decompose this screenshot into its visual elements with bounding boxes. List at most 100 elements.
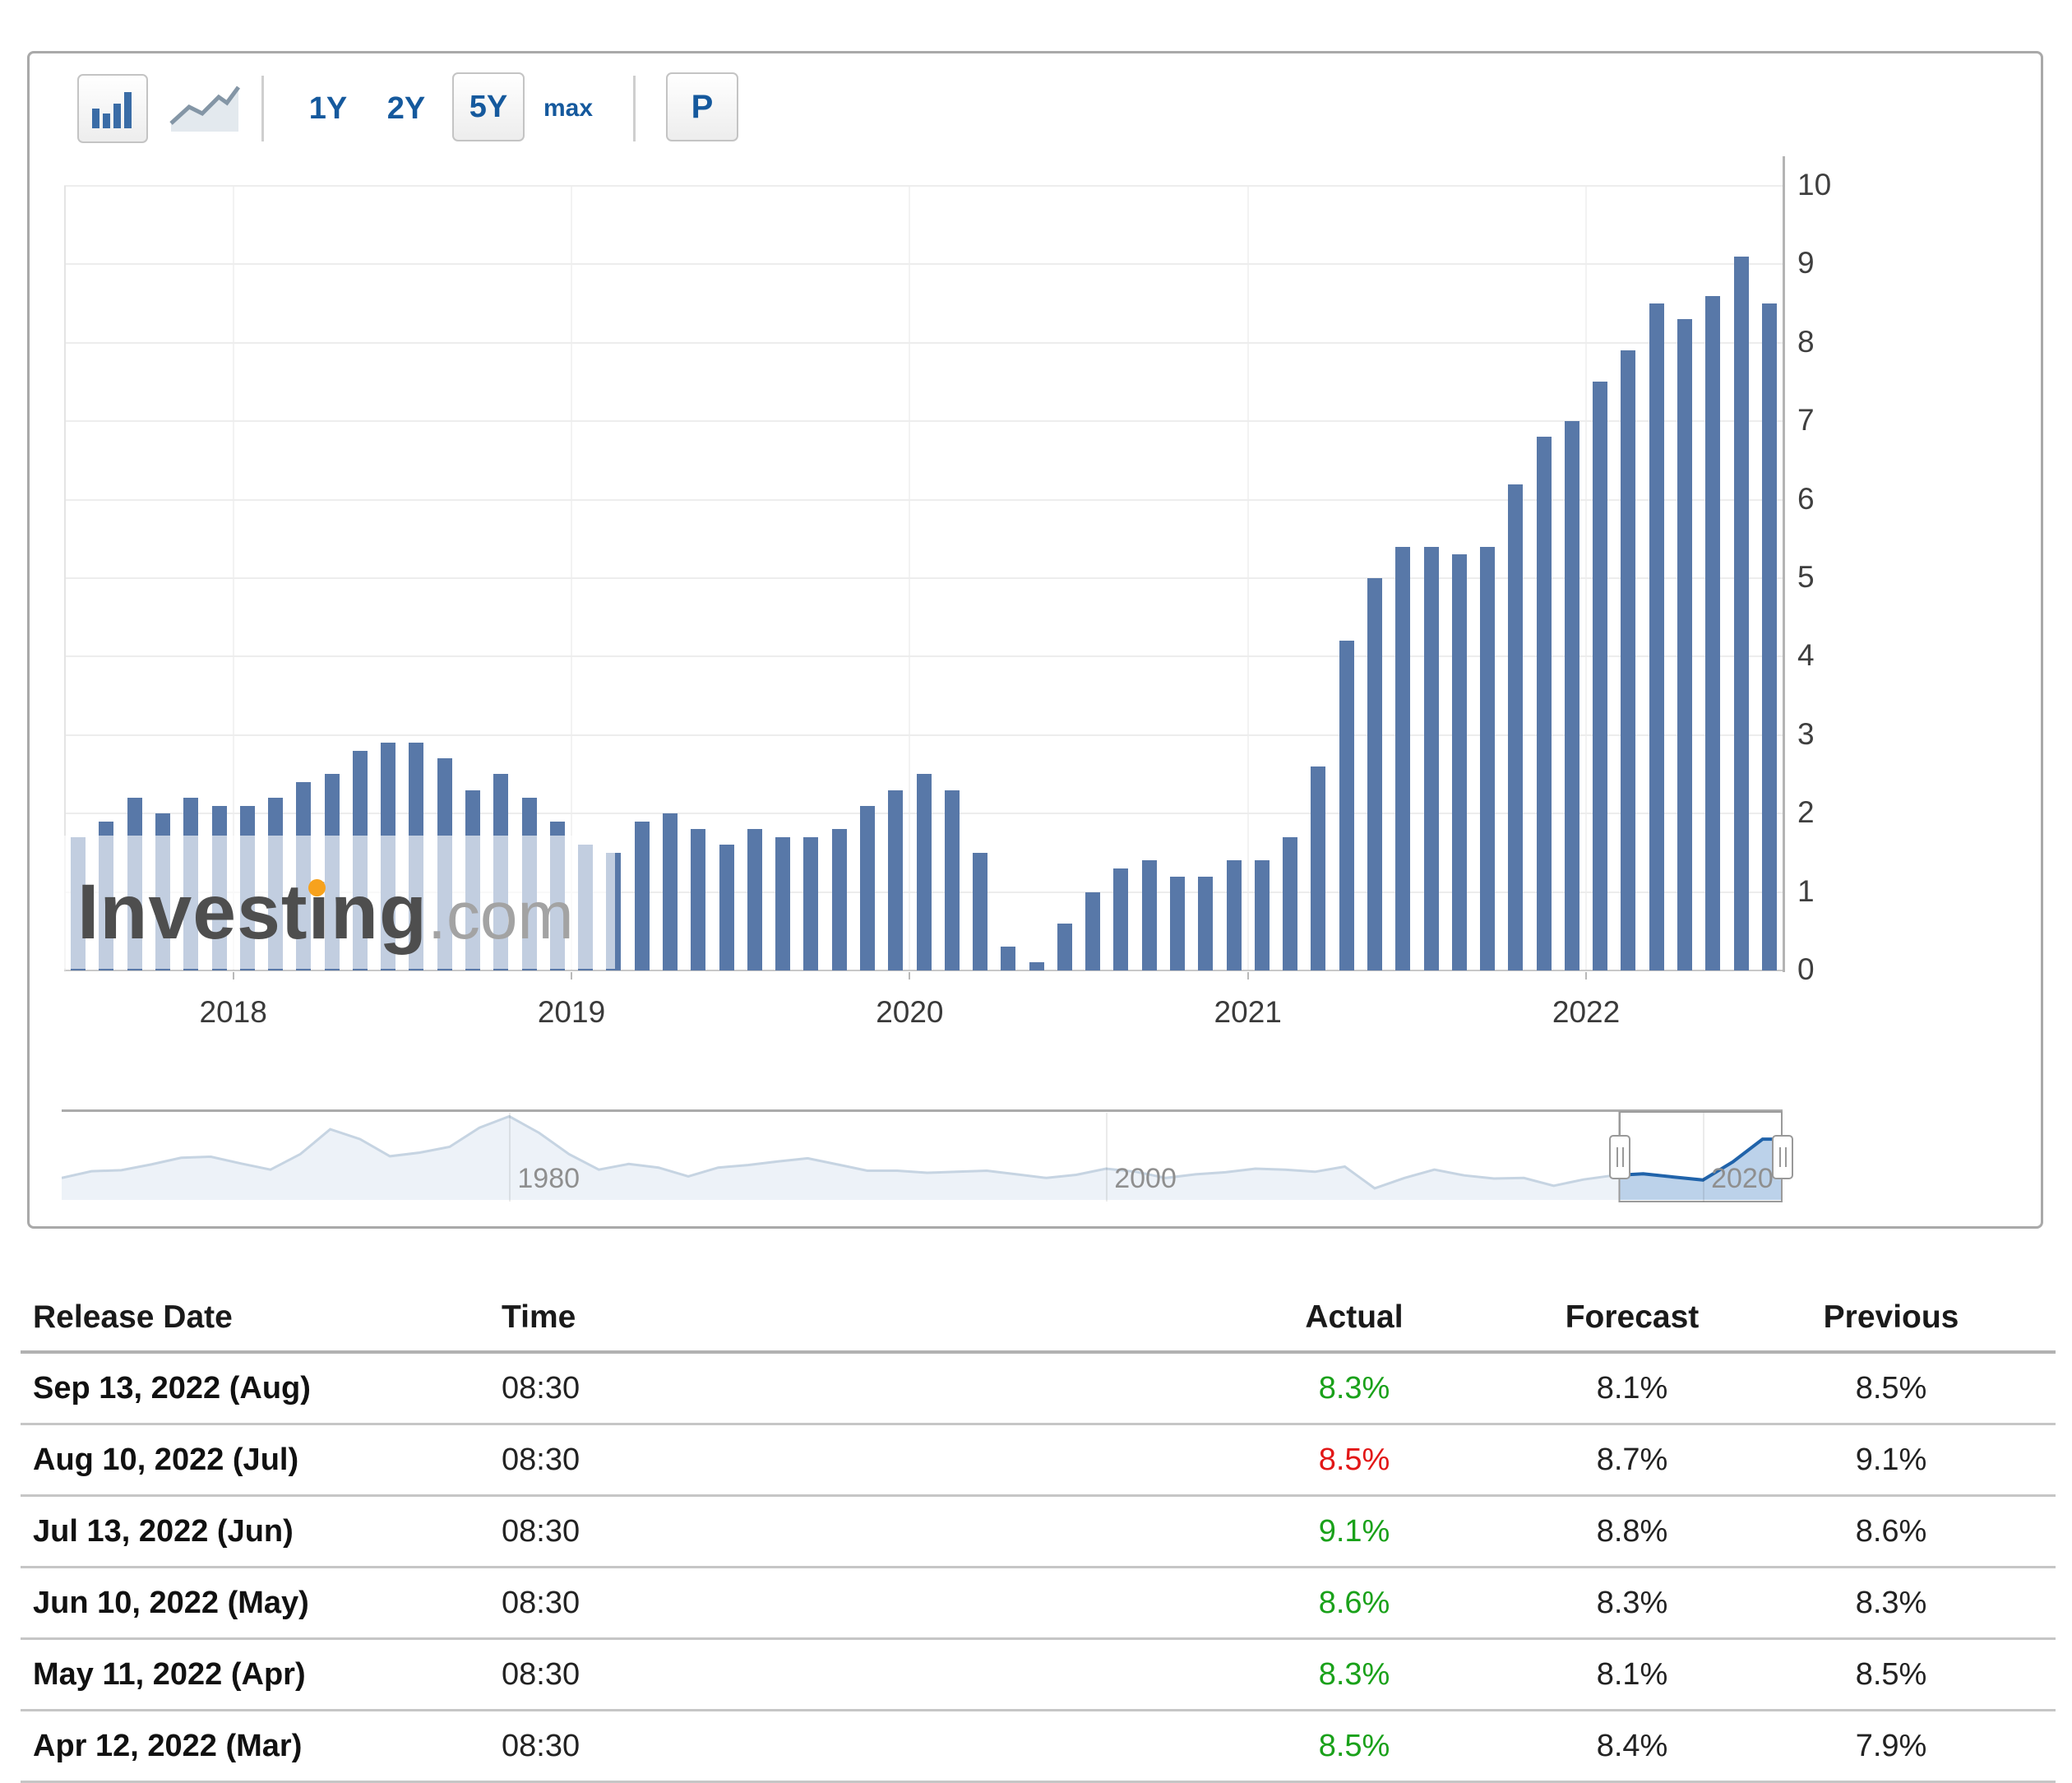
bar-2020-08[interactable]	[1113, 868, 1128, 970]
cell-time: 08:30	[502, 1442, 580, 1477]
bar-2020-10[interactable]	[1170, 877, 1185, 970]
line-chart-type-button[interactable]	[166, 81, 242, 138]
column-header-release-date: Release Date	[33, 1299, 233, 1335]
bar-2019-11[interactable]	[860, 806, 875, 970]
navigator-left-handle-stem	[1619, 1112, 1621, 1136]
bar-2020-03[interactable]	[973, 853, 987, 970]
cell-previous: 8.3%	[1855, 1585, 1927, 1620]
bar-2021-12[interactable]	[1565, 421, 1579, 970]
table-row: Sep 13, 2022 (Aug) 08:30 8.3% 8.1% 8.5%	[21, 1354, 2056, 1425]
cell-time: 08:30	[502, 1370, 580, 1406]
navigator-year-label: 2000	[1114, 1163, 1177, 1194]
bar-2020-09[interactable]	[1142, 860, 1157, 970]
cell-actual: 8.3%	[1318, 1370, 1390, 1406]
navigator-handle-left[interactable]	[1609, 1135, 1630, 1179]
range-button-2y[interactable]: 2Y	[386, 90, 426, 126]
column-header-time: Time	[502, 1299, 576, 1335]
bar-2019-07[interactable]	[747, 829, 762, 970]
bar-2019-08[interactable]	[775, 837, 790, 970]
bar-2021-07[interactable]	[1424, 547, 1439, 970]
bar-2022-06[interactable]	[1734, 257, 1749, 970]
bar-2022-05[interactable]	[1705, 296, 1720, 970]
toolbar-divider	[261, 76, 264, 141]
cell-release-date: Jun 10, 2022 (May)	[33, 1585, 309, 1620]
bar-2020-04[interactable]	[1001, 947, 1015, 970]
cell-time: 08:30	[502, 1585, 580, 1620]
bar-chart-type-button[interactable]	[77, 74, 148, 143]
bar-2019-12[interactable]	[888, 790, 903, 970]
cell-actual: 9.1%	[1318, 1513, 1390, 1549]
navigator-right-handle-stem	[1781, 1112, 1783, 1136]
navigator-handle-right[interactable]	[1772, 1135, 1793, 1179]
bar-2022-03[interactable]	[1649, 303, 1664, 970]
p-button[interactable]: P	[666, 72, 738, 141]
cell-previous: 9.1%	[1855, 1442, 1927, 1477]
bar-2021-04[interactable]	[1339, 641, 1354, 970]
cell-release-date: Apr 12, 2022 (Mar)	[33, 1728, 303, 1763]
cell-release-date: Sep 13, 2022 (Aug)	[33, 1370, 311, 1406]
column-header-forecast: Forecast	[1565, 1299, 1700, 1335]
cell-previous: 8.6%	[1855, 1513, 1927, 1549]
table-row: Aug 10, 2022 (Jul) 08:30 8.5% 8.7% 9.1%	[21, 1425, 2056, 1497]
table-row: Jul 13, 2022 (Jun) 08:30 9.1% 8.8% 8.6%	[21, 1497, 2056, 1568]
bar-2021-08[interactable]	[1452, 554, 1467, 970]
cell-forecast: 8.3%	[1596, 1585, 1668, 1620]
navigator-mini-chart	[61, 1111, 1783, 1202]
table-row: Jun 10, 2022 (May) 08:30 8.6% 8.3% 8.3%	[21, 1568, 2056, 1640]
bar-2020-05[interactable]	[1029, 962, 1044, 970]
bar-2021-01[interactable]	[1255, 860, 1270, 970]
bar-2020-11[interactable]	[1198, 877, 1213, 970]
navigator-top-border	[62, 1109, 1783, 1112]
cell-forecast: 8.4%	[1596, 1728, 1668, 1763]
bar-2020-06[interactable]	[1057, 924, 1072, 970]
watermark-part1: Invest	[77, 868, 308, 956]
bar-2021-09[interactable]	[1480, 547, 1495, 970]
watermark-orange-dot-i: i	[308, 868, 331, 956]
cell-forecast: 8.8%	[1596, 1513, 1668, 1549]
line-chart-icon	[169, 86, 241, 132]
bar-2022-04[interactable]	[1677, 319, 1692, 970]
cell-actual: 8.5%	[1318, 1728, 1390, 1763]
bar-2021-02[interactable]	[1283, 837, 1297, 970]
navigator-year-label: 2020	[1711, 1163, 1774, 1194]
bar-2022-02[interactable]	[1621, 350, 1635, 970]
cell-actual: 8.5%	[1318, 1442, 1390, 1477]
watermark-backdrop	[62, 836, 615, 969]
range-button-5y[interactable]: 5Y	[452, 72, 525, 141]
cell-actual: 8.6%	[1318, 1585, 1390, 1620]
range-button-max[interactable]: max	[543, 95, 594, 122]
bar-2020-12[interactable]	[1227, 860, 1242, 970]
cell-release-date: Aug 10, 2022 (Jul)	[33, 1442, 299, 1477]
bar-2021-05[interactable]	[1367, 578, 1382, 970]
bar-2021-06[interactable]	[1395, 547, 1410, 970]
bar-2022-07[interactable]	[1762, 303, 1777, 970]
bar-2020-02[interactable]	[945, 790, 960, 970]
bar-2020-07[interactable]	[1085, 892, 1100, 970]
navigator-track[interactable]	[61, 1111, 1783, 1203]
bar-2019-04[interactable]	[663, 813, 678, 970]
column-header-previous: Previous	[1823, 1299, 1959, 1335]
table-row: Apr 12, 2022 (Mar) 08:30 8.5% 8.4% 7.9%	[21, 1711, 2056, 1783]
cell-actual: 8.3%	[1318, 1656, 1390, 1692]
navigator-year-label: 1980	[517, 1163, 580, 1194]
releases-table: Release Date Time Actual Forecast Previous Se…	[21, 1285, 2056, 1783]
bar-2021-03[interactable]	[1311, 766, 1325, 970]
cell-previous: 7.9%	[1855, 1728, 1927, 1763]
table-row: May 11, 2022 (Apr) 08:30 8.3% 8.1% 8.5%	[21, 1640, 2056, 1711]
bar-2019-10[interactable]	[832, 829, 847, 970]
cell-time: 08:30	[502, 1656, 580, 1692]
bar-2022-01[interactable]	[1593, 382, 1607, 970]
bar-2021-10[interactable]	[1508, 484, 1523, 970]
cell-previous: 8.5%	[1855, 1370, 1927, 1406]
bar-2021-11[interactable]	[1537, 437, 1552, 970]
bar-2019-06[interactable]	[719, 845, 734, 970]
table-header-row: Release Date Time Actual Forecast Previous	[21, 1285, 2056, 1354]
investing-watermark: Investing.com	[77, 873, 574, 952]
bar-2019-05[interactable]	[691, 829, 705, 970]
cell-time: 08:30	[502, 1728, 580, 1763]
bar-2020-01[interactable]	[917, 774, 932, 970]
bar-2019-09[interactable]	[803, 837, 818, 970]
bar-2019-03[interactable]	[635, 822, 650, 970]
column-header-actual: Actual	[1305, 1299, 1404, 1335]
range-button-1y[interactable]: 1Y	[308, 90, 348, 126]
